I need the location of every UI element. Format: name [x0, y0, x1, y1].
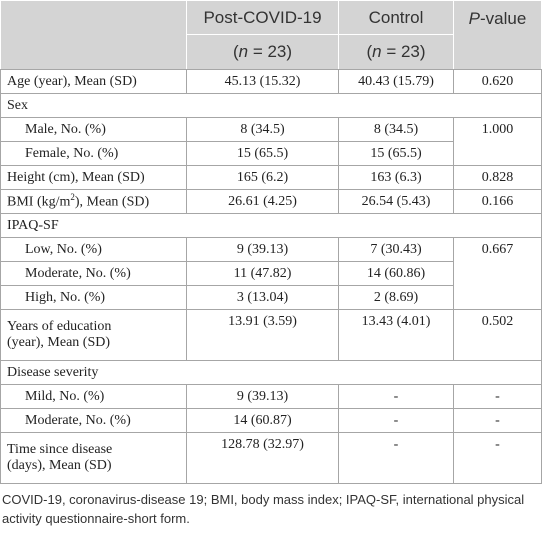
- label: Age (year), Mean (SD): [0, 69, 187, 94]
- cell: 45.13 (15.32): [186, 69, 339, 94]
- label-text: BMI (kg/m: [7, 194, 71, 210]
- section-label: Disease severity: [0, 360, 542, 385]
- row: IPAQ-SF: [0, 213, 542, 238]
- cell: 13.91 (3.59): [186, 309, 339, 361]
- label-text: ), Mean (SD): [74, 194, 150, 210]
- label: Low, No. (%): [0, 237, 187, 262]
- cell: 40.43 (15.79): [338, 69, 454, 94]
- header-text: = 23): [381, 42, 426, 61]
- header-cell: [0, 0, 187, 70]
- header-text: Post-COVID-19: [203, 7, 322, 27]
- cell: 0.502: [453, 309, 542, 361]
- section-label: IPAQ-SF: [0, 213, 542, 238]
- header-cell: (n = 23): [186, 34, 339, 70]
- row: High, No. (%) 3 (13.04) 2 (8.69): [0, 285, 542, 310]
- label: Moderate, No. (%): [0, 261, 187, 286]
- row: Disease severity: [0, 360, 542, 385]
- cell: 0.166: [453, 189, 542, 214]
- header-cell: Post-COVID-19: [186, 0, 339, 35]
- cell: 3 (13.04): [186, 285, 339, 310]
- cell: 0.667: [453, 237, 542, 310]
- footnote: COVID-19, coronavirus-disease 19; BMI, b…: [2, 492, 525, 526]
- cell: 8 (34.5): [338, 117, 454, 142]
- cell: 0.620: [453, 69, 542, 94]
- cell: -: [338, 432, 454, 484]
- label: Female, No. (%): [0, 141, 187, 166]
- cell: 9 (39.13): [186, 237, 339, 262]
- label-text: (days), Mean (SD): [7, 458, 112, 473]
- cell: -: [453, 432, 542, 484]
- header-text: (: [232, 42, 239, 61]
- cell: 0.828: [453, 165, 542, 190]
- row: Low, No. (%) 9 (39.13) 7 (30.43) 0.667: [0, 237, 542, 310]
- table: Post-COVID-19 Control P-value (n = 23) (…: [0, 0, 542, 484]
- label-text: (year), Mean (SD): [7, 335, 111, 350]
- cell: 14 (60.87): [186, 408, 339, 433]
- cell: 163 (6.3): [338, 165, 454, 190]
- cell: -: [338, 384, 454, 409]
- row: BMI (kg/m2), Mean (SD) 26.61 (4.25) 26.5…: [0, 189, 542, 214]
- header-text: n: [238, 42, 249, 61]
- label: Height (cm), Mean (SD): [0, 165, 187, 190]
- header-text: Control: [368, 7, 424, 27]
- cell: 165 (6.2): [186, 165, 339, 190]
- label: Male, No. (%): [0, 117, 187, 142]
- header-text: (: [366, 42, 373, 61]
- label-text: Years of education: [7, 319, 112, 334]
- row: Years of education (year), Mean (SD) 13.9…: [0, 309, 542, 361]
- cell: 15 (65.5): [338, 141, 454, 166]
- cell: 26.54 (5.43): [338, 189, 454, 214]
- cell: 9 (39.13): [186, 384, 339, 409]
- row: Male, No. (%) 8 (34.5) 8 (34.5) 1.000: [0, 117, 542, 166]
- cell: -: [453, 384, 542, 409]
- label-text: 2: [70, 192, 75, 203]
- row: Female, No. (%) 15 (65.5) 15 (65.5): [0, 141, 542, 166]
- header-text: n: [372, 42, 382, 61]
- cell: 2 (8.69): [338, 285, 454, 310]
- label-text: Time since disease: [7, 442, 113, 457]
- label: Mild, No. (%): [0, 384, 187, 409]
- header-text: = 23): [248, 42, 293, 61]
- label: Years of education (year), Mean (SD): [0, 309, 187, 361]
- row: Sex: [0, 93, 542, 118]
- row: Mild, No. (%) 9 (39.13) - -: [0, 384, 542, 409]
- header-text: -value: [480, 9, 527, 28]
- cell: 1.000: [453, 117, 542, 166]
- cell: 128.78 (32.97): [186, 432, 339, 484]
- section-label: Sex: [0, 93, 542, 118]
- cell: 13.43 (4.01): [338, 309, 454, 361]
- row: Moderate, No. (%) 14 (60.87) - -: [0, 408, 542, 433]
- header-cell: P-value: [453, 0, 542, 70]
- header-cell: Control: [338, 0, 454, 35]
- label: BMI (kg/m2), Mean (SD): [0, 189, 187, 214]
- label: Time since disease (days), Mean (SD): [0, 432, 187, 484]
- row: Age (year), Mean (SD) 45.13 (15.32) 40.4…: [0, 69, 542, 94]
- label: Moderate, No. (%): [0, 408, 187, 433]
- cell: 15 (65.5): [186, 141, 339, 166]
- cell: 8 (34.5): [186, 117, 339, 142]
- row: Time since disease (days), Mean (SD) 128.…: [0, 432, 542, 484]
- cell: 26.61 (4.25): [186, 189, 339, 214]
- header-text: P: [468, 9, 481, 28]
- header-row: Post-COVID-19 Control P-value: [0, 0, 542, 70]
- row: Height (cm), Mean (SD) 165 (6.2) 163 (6.…: [0, 165, 542, 190]
- cell: -: [338, 408, 454, 433]
- cell: 7 (30.43): [338, 237, 454, 262]
- cell: -: [453, 408, 542, 433]
- cell: 14 (60.86): [338, 261, 454, 286]
- cell: 11 (47.82): [186, 261, 339, 286]
- label: High, No. (%): [0, 285, 187, 310]
- header-cell: (n = 23): [338, 34, 454, 70]
